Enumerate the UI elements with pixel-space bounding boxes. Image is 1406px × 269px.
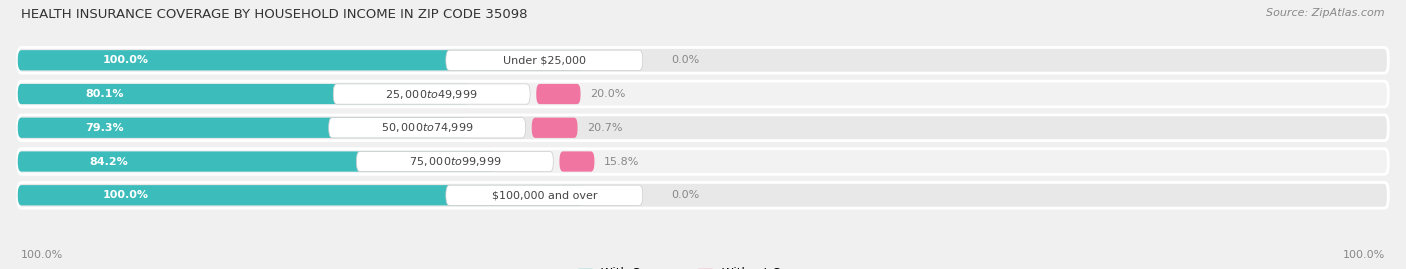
FancyBboxPatch shape <box>329 118 526 138</box>
Text: 84.2%: 84.2% <box>89 157 128 167</box>
FancyBboxPatch shape <box>18 149 1388 174</box>
Text: 20.7%: 20.7% <box>588 123 623 133</box>
Text: 100.0%: 100.0% <box>1343 250 1385 260</box>
Text: $25,000 to $49,999: $25,000 to $49,999 <box>385 87 478 101</box>
FancyBboxPatch shape <box>18 81 1388 107</box>
FancyBboxPatch shape <box>333 84 530 104</box>
FancyBboxPatch shape <box>18 151 495 172</box>
FancyBboxPatch shape <box>560 151 595 172</box>
Text: 79.3%: 79.3% <box>86 123 124 133</box>
Text: HEALTH INSURANCE COVERAGE BY HOUSEHOLD INCOME IN ZIP CODE 35098: HEALTH INSURANCE COVERAGE BY HOUSEHOLD I… <box>21 8 527 21</box>
FancyBboxPatch shape <box>18 84 471 104</box>
Text: 100.0%: 100.0% <box>21 250 63 260</box>
Text: 0.0%: 0.0% <box>671 55 699 65</box>
Text: 100.0%: 100.0% <box>103 55 149 65</box>
FancyBboxPatch shape <box>18 47 1388 73</box>
FancyBboxPatch shape <box>18 185 583 206</box>
FancyBboxPatch shape <box>18 115 1388 141</box>
Text: 80.1%: 80.1% <box>86 89 124 99</box>
FancyBboxPatch shape <box>536 84 581 104</box>
FancyBboxPatch shape <box>357 151 554 172</box>
Text: 20.0%: 20.0% <box>591 89 626 99</box>
FancyBboxPatch shape <box>18 50 583 70</box>
Text: $50,000 to $74,999: $50,000 to $74,999 <box>381 121 474 134</box>
Text: Source: ZipAtlas.com: Source: ZipAtlas.com <box>1267 8 1385 18</box>
Text: 100.0%: 100.0% <box>103 190 149 200</box>
FancyBboxPatch shape <box>18 182 1388 208</box>
Text: Under $25,000: Under $25,000 <box>503 55 586 65</box>
Text: $100,000 and over: $100,000 and over <box>492 190 598 200</box>
FancyBboxPatch shape <box>446 50 643 70</box>
Text: 0.0%: 0.0% <box>671 190 699 200</box>
FancyBboxPatch shape <box>446 185 643 206</box>
Text: 15.8%: 15.8% <box>605 157 640 167</box>
Legend: With Coverage, Without Coverage: With Coverage, Without Coverage <box>572 263 834 269</box>
Text: $75,000 to $99,999: $75,000 to $99,999 <box>409 155 501 168</box>
FancyBboxPatch shape <box>18 118 467 138</box>
FancyBboxPatch shape <box>531 118 578 138</box>
